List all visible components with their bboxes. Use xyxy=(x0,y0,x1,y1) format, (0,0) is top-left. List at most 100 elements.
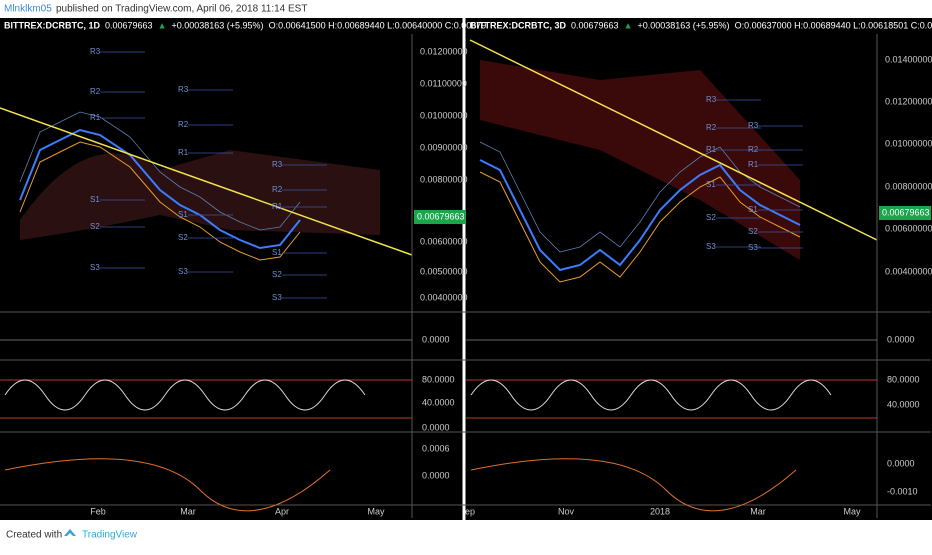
macd2-tick: 0.0000 xyxy=(422,470,450,480)
rsi-tick: 40.0000 xyxy=(887,399,920,409)
price-tick: 0.00500000 xyxy=(420,266,468,276)
last-price: 0.00679663 xyxy=(882,207,930,217)
footer-created: Created with xyxy=(6,530,62,541)
x-tick: May xyxy=(367,506,385,516)
macd-tick: 0.0000 xyxy=(422,334,450,344)
x-tick: 2018 xyxy=(650,506,670,516)
price-tick: 0.00400000 xyxy=(885,266,932,276)
baseline xyxy=(19,141,301,261)
footer-bg xyxy=(0,520,932,550)
last-price-bg xyxy=(879,206,931,220)
trendline xyxy=(0,107,413,256)
macd2-tick: 0.0006 xyxy=(422,443,450,453)
x-tick: Mar xyxy=(750,506,766,516)
pivot-label: S3 xyxy=(90,263,100,272)
pivot-label: S1 xyxy=(272,248,282,257)
pivot-label: R1 xyxy=(178,148,189,157)
header-price: 0.00679663 xyxy=(105,20,153,30)
x-tick: Apr xyxy=(275,506,289,516)
macd2-tick: -0.0010 xyxy=(887,486,918,496)
pivot-label: S3 xyxy=(748,243,758,252)
rsi-tick: 0.0000 xyxy=(422,422,450,432)
pivot-label: R3 xyxy=(90,47,101,56)
x-tick: May xyxy=(843,506,861,516)
header-symbol: BITTREX:DCRBTC, 1D xyxy=(4,20,100,30)
pivot-label: R3 xyxy=(748,121,759,130)
bollinger xyxy=(479,141,801,253)
pivot-label: R1 xyxy=(272,202,283,211)
pivot-label: S1 xyxy=(748,205,758,214)
rsi-tick: 80.0000 xyxy=(887,374,920,384)
header-symbol: BITTREX:DCRBTC, 3D xyxy=(470,20,566,30)
price-tick: 0.00900000 xyxy=(420,142,468,152)
pivot-label: R1 xyxy=(90,113,101,122)
price-tick: 0.01200000 xyxy=(885,96,932,106)
pivot-label: S1 xyxy=(706,180,716,189)
last-price: 0.00679663 xyxy=(417,211,465,221)
price-tick: 0.00600000 xyxy=(885,223,932,233)
baseline xyxy=(479,171,801,283)
pivot-label: S2 xyxy=(90,222,100,231)
header-price: 0.00679663 xyxy=(571,20,619,30)
price-tick: 0.00800000 xyxy=(885,181,932,191)
cloud xyxy=(20,150,380,240)
logo xyxy=(64,529,76,536)
x-tick: Feb xyxy=(90,506,106,516)
pivot-label: R1 xyxy=(748,160,759,169)
price-tick: 0.01000000 xyxy=(885,138,932,148)
header-change: +0.00038163 (+5.95%) xyxy=(171,20,263,30)
panels: R3 R2 R1 S1 S2 S3 R3 R2 R1 S1 S2 S3 R3 R2 R1 S1 S2 S3 0.01… xyxy=(0,20,932,518)
pivot-label: S1 xyxy=(178,210,188,219)
price-tick: 0.00600000 xyxy=(420,236,468,246)
price-tick: 0.01200000 xyxy=(420,46,468,56)
rsi-line xyxy=(470,379,832,411)
pivot-label: S2 xyxy=(706,213,716,222)
price-tick: 0.00800000 xyxy=(420,174,468,184)
last-price-bg xyxy=(414,210,466,224)
pivot-label: S3 xyxy=(178,267,188,276)
macd-line xyxy=(470,458,797,512)
macd2-tick: 0.0000 xyxy=(887,458,915,468)
pivot-label: R2 xyxy=(706,123,717,132)
price-tick: 0.00400000 xyxy=(420,292,468,302)
pivot-label: S2 xyxy=(748,227,758,236)
pivot-label: R2 xyxy=(178,120,189,129)
pivot-label: S2 xyxy=(272,270,282,279)
rsi-tick: 40.0000 xyxy=(422,397,455,407)
pivot-label: S3 xyxy=(272,293,282,302)
header-ohlc: O:0.00637000 H:0.00689440 L:0.00618501 C… xyxy=(735,20,932,30)
price-line xyxy=(19,128,301,250)
price-line xyxy=(479,159,801,272)
x-tick: ep xyxy=(465,506,475,516)
x-tick: Mar xyxy=(180,506,196,516)
bollinger xyxy=(19,111,301,231)
macd-line xyxy=(4,458,331,512)
pivot-label: R2 xyxy=(90,87,101,96)
pivot-label: S2 xyxy=(178,233,188,242)
header-change: +0.00038163 (+5.95%) xyxy=(637,20,729,30)
cloud xyxy=(480,60,800,260)
header-arrow: ▲ xyxy=(624,20,633,30)
pivot-label: R2 xyxy=(272,185,283,194)
background xyxy=(0,18,932,520)
header-ohlc: O:0.00641500 H:0.00689440 L:0.00640000 C… xyxy=(269,20,487,30)
macd-tick: 0.0000 xyxy=(887,334,915,344)
author: Mlnklkm05 xyxy=(4,4,52,15)
pivot-label: S3 xyxy=(706,242,716,251)
pivot-label: R1 xyxy=(706,145,717,154)
pivot-label: R3 xyxy=(178,85,189,94)
price-tick: 0.01400000 xyxy=(885,54,932,64)
pivot-label: R3 xyxy=(272,160,283,169)
footer-brand: TradingView xyxy=(82,530,138,541)
trendline xyxy=(469,39,878,241)
rsi-line xyxy=(4,379,366,411)
header-arrow: ▲ xyxy=(158,20,167,30)
price-tick: 0.01100000 xyxy=(420,78,467,88)
pivot-label: S1 xyxy=(90,195,100,204)
pivot-label: R2 xyxy=(748,145,759,154)
x-tick: Nov xyxy=(558,506,575,516)
rsi-tick: 80.0000 xyxy=(422,374,455,384)
pivot-label: R3 xyxy=(706,95,717,104)
